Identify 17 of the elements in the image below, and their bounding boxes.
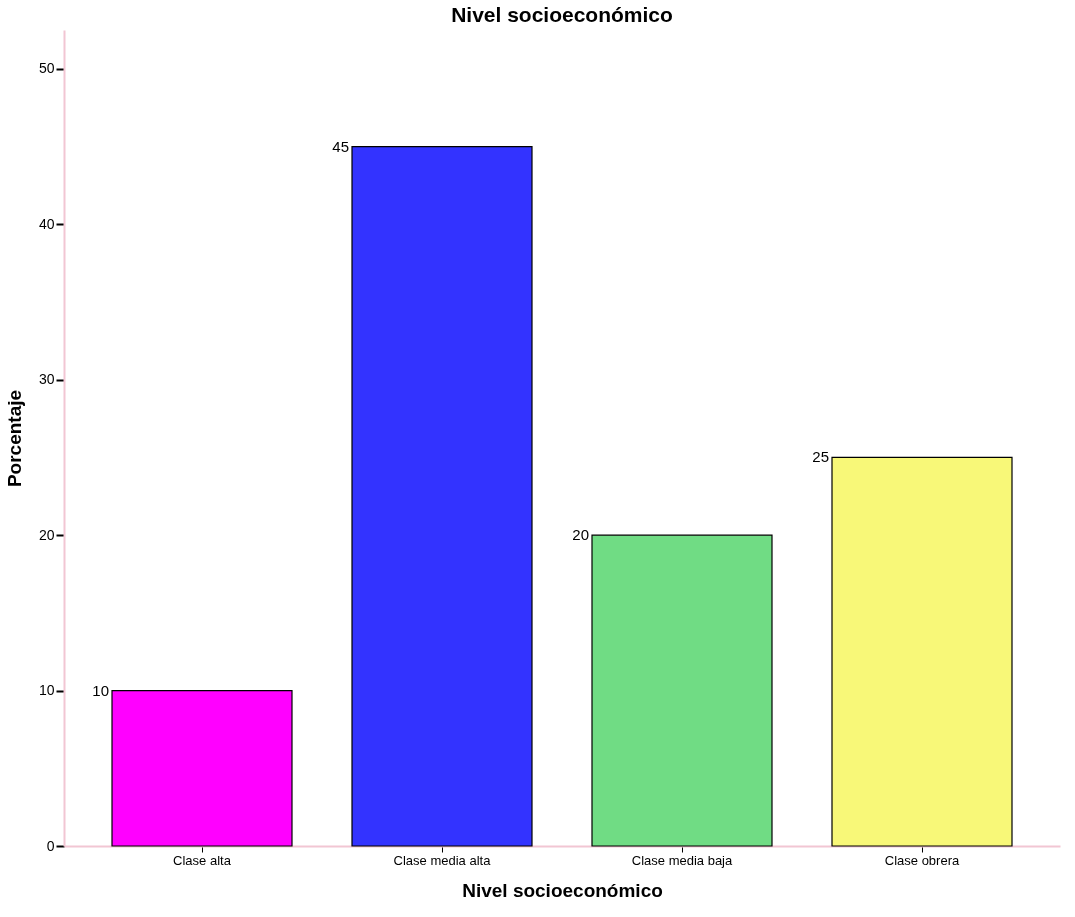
data-label: 20	[572, 526, 589, 544]
x-axis-title: Nivel socioeconómico	[462, 879, 663, 901]
y-axis-title: Porcentaje	[3, 389, 25, 488]
data-label: 25	[812, 448, 829, 466]
data-label: 10	[92, 681, 109, 699]
x-tick-label: Clase alta	[173, 852, 232, 868]
y-tick-label: 20	[38, 526, 55, 543]
y-tick-label: 30	[38, 371, 55, 388]
y-tick-label: 40	[38, 215, 55, 232]
y-tick-label: 0	[46, 837, 55, 854]
x-tick-label: Clase media baja	[631, 852, 733, 868]
x-tick-label: Clase obrera	[884, 852, 960, 868]
chart-title: Nivel socioeconómico	[451, 3, 673, 26]
data-label: 45	[332, 137, 349, 155]
x-tick-label: Clase media alta	[393, 852, 492, 868]
y-tick-label: 10	[38, 682, 55, 699]
y-tick-label: 50	[38, 60, 55, 77]
